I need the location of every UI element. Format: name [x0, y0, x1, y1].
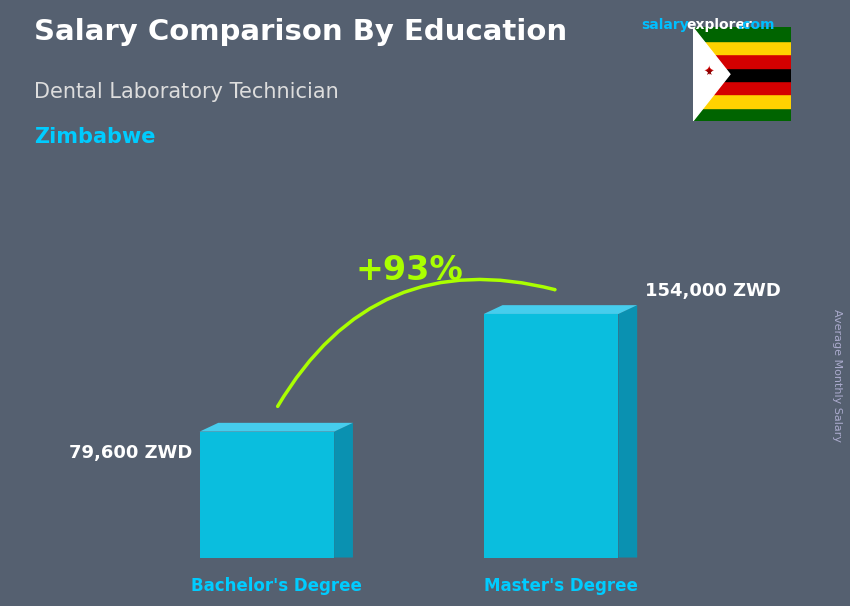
Bar — [693, 81, 791, 95]
Bar — [693, 41, 791, 54]
Bar — [693, 54, 791, 67]
Bar — [693, 67, 791, 81]
Polygon shape — [484, 314, 619, 558]
Bar — [693, 27, 791, 41]
Bar — [693, 108, 791, 121]
Text: Dental Laboratory Technician: Dental Laboratory Technician — [34, 82, 339, 102]
Text: Zimbabwe: Zimbabwe — [34, 127, 156, 147]
Polygon shape — [693, 27, 730, 121]
FancyArrowPatch shape — [278, 279, 555, 407]
Text: explorer: explorer — [687, 18, 753, 32]
Text: .com: .com — [738, 18, 775, 32]
Polygon shape — [200, 423, 353, 431]
Text: Bachelor's Degree: Bachelor's Degree — [190, 577, 362, 594]
Text: 79,600 ZWD: 79,600 ZWD — [69, 444, 192, 462]
Polygon shape — [200, 431, 334, 558]
Polygon shape — [619, 305, 638, 558]
Text: +93%: +93% — [355, 253, 463, 287]
Text: Average Monthly Salary: Average Monthly Salary — [832, 309, 842, 442]
Text: salary: salary — [642, 18, 689, 32]
Text: ★: ★ — [704, 67, 713, 78]
Polygon shape — [334, 423, 353, 558]
Text: Master's Degree: Master's Degree — [484, 577, 638, 594]
Text: 154,000 ZWD: 154,000 ZWD — [644, 282, 780, 300]
Text: ✦: ✦ — [703, 66, 714, 79]
Text: Salary Comparison By Education: Salary Comparison By Education — [34, 18, 567, 46]
Bar — [693, 95, 791, 108]
Polygon shape — [484, 305, 638, 314]
